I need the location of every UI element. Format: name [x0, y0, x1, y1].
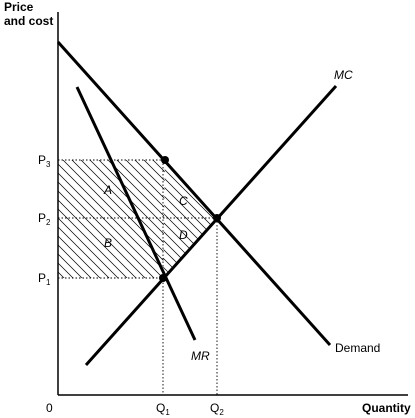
point-mr-mc — [159, 274, 167, 282]
hatch-line — [106, 160, 165, 278]
hatch-line — [262, 150, 402, 290]
hatch-line — [79, 160, 165, 278]
hatch-line — [361, 150, 415, 290]
hatch-line — [278, 150, 415, 290]
x-axis-title: Quantity — [362, 401, 411, 415]
hatch-line — [180, 160, 217, 278]
hatched-region-ab — [0, 150, 415, 290]
hatch-line — [206, 150, 346, 290]
hatch-line — [269, 150, 409, 290]
hatch-line — [253, 150, 393, 290]
hatch-line — [305, 150, 415, 290]
hatch-line — [58, 160, 131, 278]
area-c-label: C — [179, 194, 188, 208]
y-axis-title-line1: Price — [4, 0, 34, 14]
hatch-line — [163, 160, 217, 278]
hatch-line — [58, 160, 68, 278]
hatch-line — [314, 150, 415, 290]
hatch-line — [88, 160, 165, 278]
hatch-line — [343, 150, 415, 290]
hatch-line — [58, 160, 165, 278]
hatch-line — [224, 150, 364, 290]
hatch-line — [58, 160, 95, 278]
q1-label: Q1 — [156, 401, 170, 417]
hatch-line — [70, 160, 165, 278]
hatch-line — [58, 160, 113, 278]
q2-label: Q2 — [210, 401, 224, 417]
hatch-line — [163, 160, 205, 278]
hatch-line — [115, 160, 165, 278]
hatch-line — [61, 160, 165, 278]
hatch-line — [334, 150, 415, 290]
hatch-line — [244, 150, 384, 290]
point-monopoly-price — [161, 156, 169, 164]
hatch-line — [251, 150, 391, 290]
hatch-line — [271, 150, 411, 290]
hatch-line — [325, 150, 415, 290]
p1-label: P1 — [38, 271, 51, 287]
hatch-line — [163, 160, 196, 278]
hatch-line — [58, 160, 122, 278]
hatch-line — [124, 160, 165, 278]
hatch-line — [58, 160, 165, 278]
hatch-line — [163, 160, 217, 278]
hatch-line — [58, 160, 149, 278]
area-b-label: B — [104, 236, 112, 250]
mr-curve — [75, 86, 197, 341]
hatch-line — [216, 160, 217, 278]
p3-label: P3 — [38, 153, 51, 169]
hatch-line — [226, 150, 366, 290]
hatch-line — [179, 150, 319, 290]
hatch-line — [289, 150, 415, 290]
hatch-line — [316, 150, 415, 290]
y-axis-title-line2: and cost — [4, 14, 53, 28]
hatch-line — [58, 160, 104, 278]
hatch-line — [352, 150, 415, 290]
p2-label: P2 — [38, 211, 51, 227]
hatch-line — [163, 160, 217, 278]
demand-label: Demand — [335, 341, 380, 355]
hatch-line — [233, 150, 373, 290]
origin-label: 0 — [46, 401, 53, 415]
mc-label: MC — [334, 68, 353, 82]
hatch-line — [163, 160, 217, 278]
hatch-line — [163, 160, 217, 278]
hatch-line — [58, 160, 158, 278]
hatch-line — [215, 150, 355, 290]
point-competitive-equilibrium — [213, 214, 221, 222]
hatch-line — [0, 150, 40, 290]
hatch-line — [287, 150, 415, 290]
hatch-line — [207, 160, 217, 278]
hatch-line — [58, 160, 165, 278]
mr-label: MR — [191, 349, 210, 363]
hatch-line — [97, 160, 165, 278]
hatch-line — [171, 160, 217, 278]
hatch-line — [58, 160, 86, 278]
hatch-line — [163, 160, 217, 278]
area-a-label: A — [103, 183, 112, 197]
hatch-line — [260, 150, 400, 290]
hatch-line — [133, 160, 165, 278]
hatch-line — [296, 150, 415, 290]
demand-curve — [56, 40, 332, 347]
hatch-line — [163, 160, 214, 278]
hatch-line — [298, 150, 415, 290]
hatch-line — [235, 150, 375, 290]
mc-curve — [84, 84, 338, 367]
hatch-line — [10, 150, 150, 290]
hatch-line — [170, 150, 310, 290]
hatch-line — [58, 160, 140, 278]
hatched-region-cd — [10, 150, 415, 290]
hatch-line — [160, 160, 165, 278]
hatch-line — [307, 150, 415, 290]
hatch-line — [280, 150, 415, 290]
area-d-label: D — [179, 228, 188, 242]
